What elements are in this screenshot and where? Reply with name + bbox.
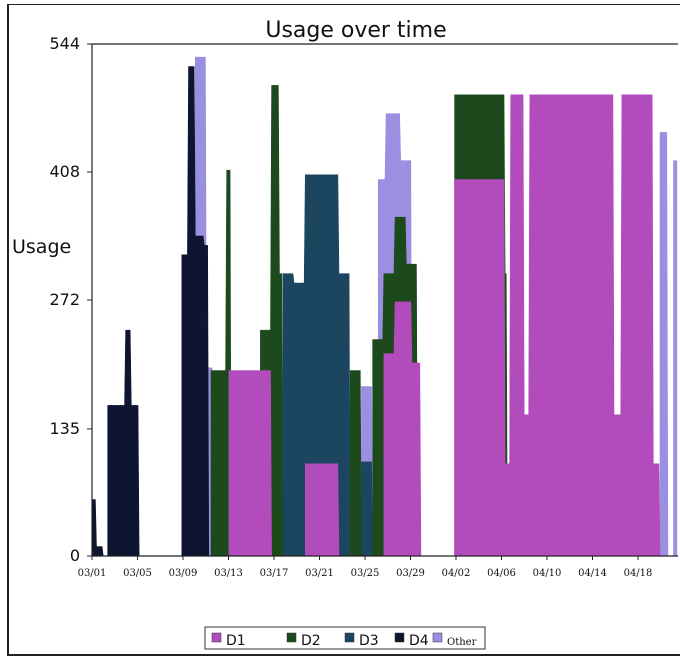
x-tick-label: 04/14	[578, 568, 607, 579]
y-tick-label: 135	[49, 419, 80, 438]
legend-swatch	[394, 632, 405, 643]
y-tick-label: 272	[49, 290, 80, 309]
legend-label: D4	[409, 633, 429, 649]
x-tick-label: 04/18	[624, 568, 653, 579]
legend-swatch	[432, 632, 443, 643]
legend-label: Other	[447, 637, 477, 648]
legend-swatch	[211, 632, 222, 643]
legend-label: D1	[226, 633, 246, 649]
chart-title: Usage over time	[265, 18, 446, 43]
x-tick-label: 03/09	[169, 568, 198, 579]
y-tick-label: 408	[49, 162, 80, 181]
legend-label: D2	[301, 633, 321, 649]
x-tick-label: 04/02	[442, 568, 471, 579]
series-d4	[91, 66, 210, 557]
series-d3	[282, 174, 373, 557]
y-tick-label: 544	[49, 34, 80, 53]
axes: 544 408 272 135 0 03/01 03/05 03/09 03/13 03/17 03…	[49, 34, 678, 579]
x-tick-label: 03/13	[214, 568, 243, 579]
x-tick-label: 03/25	[351, 568, 380, 579]
legend-swatch	[344, 632, 355, 643]
x-tick-label: 03/29	[396, 568, 425, 579]
legend-swatch	[286, 632, 297, 643]
x-tick-label: 04/10	[533, 568, 562, 579]
x-tick-label: 03/05	[123, 568, 152, 579]
series-d1	[228, 94, 661, 557]
x-tick-label: 03/01	[78, 568, 107, 579]
x-tick-label: 03/17	[260, 568, 289, 579]
plot-area	[91, 56, 678, 557]
y-axis-label: Usage	[12, 236, 71, 258]
legend: D1 D2 D3 D4 Other	[204, 626, 486, 650]
x-tick-label: 04/06	[487, 568, 516, 579]
series-other	[194, 56, 678, 557]
legend-label: D3	[359, 633, 379, 649]
x-tick-label: 03/21	[305, 568, 334, 579]
y-tick-label: 0	[70, 546, 80, 565]
